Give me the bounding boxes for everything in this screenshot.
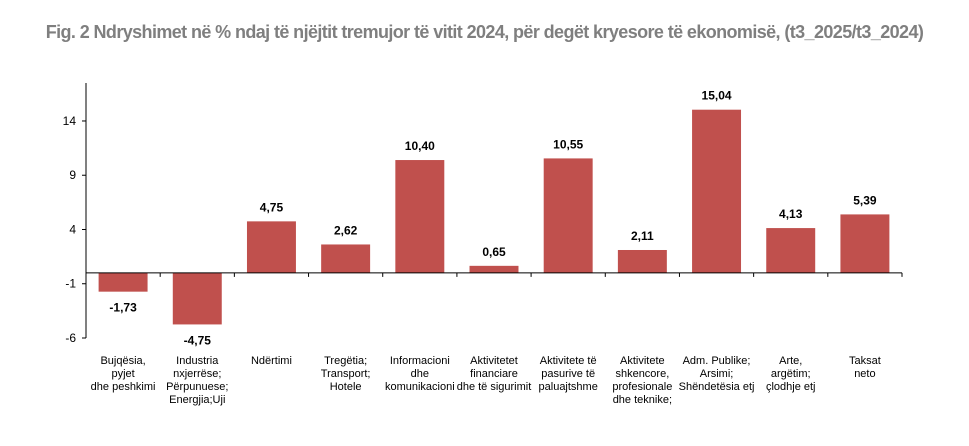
category-label: Adm. Publike; Arsimi; Shëndetësia etj <box>679 355 755 393</box>
y-tick-label: 14 <box>63 114 77 128</box>
bar <box>766 228 816 273</box>
category-label-line: pyjet <box>111 368 134 380</box>
category-label: Taksat neto <box>849 355 881 380</box>
category-label-line: dhe të sigurimit <box>457 381 532 393</box>
category-label-line: nxjerrëse; <box>173 368 221 380</box>
category-label-line: Taksat <box>849 355 881 367</box>
category-label-line: Adm. Publike; <box>683 355 751 367</box>
data-label: 15,04 <box>702 89 732 103</box>
category-label-line: Përpunuese; <box>166 381 228 393</box>
category-label-line: Aktivitete <box>620 355 665 367</box>
category-label: Aktivitetet financiare dhe të sigurimit <box>457 355 532 393</box>
data-label: 4,13 <box>779 207 803 221</box>
category-label-line: Arte, <box>779 355 802 367</box>
category-label: Arte, argëtim; çlodhje etj <box>766 355 816 393</box>
category-label: Industria nxjerrëse; Përpunuese; Energjia;U… <box>166 355 228 406</box>
category-label: Informacioni dhe komunikacioni <box>385 355 455 393</box>
data-label: 2,11 <box>631 229 654 243</box>
category-label-line: Hotele <box>330 381 362 393</box>
category-label-line: financiare <box>470 368 518 380</box>
category-label-line: Tregëtia; <box>324 355 367 367</box>
bar <box>617 249 667 273</box>
y-tick-label: -6 <box>65 331 76 345</box>
bar <box>543 158 593 273</box>
y-tick-label: 4 <box>69 222 76 236</box>
data-label: -1,73 <box>109 301 137 315</box>
category-label: Ndërtimi <box>251 355 292 367</box>
category-label-line: shkencore, <box>615 368 669 380</box>
category-label-line: Energjia;Uji <box>169 394 225 406</box>
data-label: 4,75 <box>260 200 284 214</box>
category-label: Bujqësia, pyjet dhe peshkimi <box>91 355 156 393</box>
category-label-line: Informacioni <box>390 355 450 367</box>
data-label: 5,39 <box>853 193 877 207</box>
category-label-line: argëtim; <box>771 368 811 380</box>
category-label-line: dhe peshkimi <box>91 381 156 393</box>
category-label-line: Shëndetësia etj <box>679 381 755 393</box>
category-label: Aktivitete shkencore, profesionale dhe tekn… <box>612 355 672 406</box>
y-tick-label: 9 <box>69 168 76 182</box>
bar <box>98 272 148 292</box>
bar <box>172 272 222 325</box>
chart-title: Fig. 2 Ndryshimet në % ndaj të njëjtit t… <box>45 22 924 42</box>
y-tick-label: -1 <box>65 277 76 291</box>
category-label-line: dhe <box>411 368 429 380</box>
bar <box>469 265 519 273</box>
category-label-line: paluajtshme <box>539 381 598 393</box>
bar <box>246 221 296 273</box>
bar <box>840 214 890 273</box>
category-label-line: Bujqësia, <box>100 355 145 367</box>
data-label: -4,75 <box>184 333 212 347</box>
category-label-line: Aktivitetet <box>470 355 518 367</box>
data-label: 10,40 <box>405 139 435 153</box>
category-label-line: profesionale <box>612 381 672 393</box>
category-label-line: Transport; <box>321 368 371 380</box>
bar <box>395 160 445 273</box>
category-label-line: neto <box>854 368 875 380</box>
category-label: Aktivitete të pasurive të paluajtshme <box>539 355 598 393</box>
data-label: 2,62 <box>334 223 358 237</box>
category-label-line: Arsimi; <box>700 368 734 380</box>
bar <box>692 109 742 273</box>
data-label: 10,55 <box>553 137 583 151</box>
category-label: Tregëtia; Transport; Hotele <box>321 355 371 393</box>
category-label-line: dhe teknike; <box>613 394 672 406</box>
category-label-line: Aktivitete të <box>540 355 597 367</box>
category-label-line: komunikacioni <box>385 381 455 393</box>
category-label-line: pasurive të <box>541 368 595 380</box>
bar <box>321 244 371 273</box>
category-label-line: Ndërtimi <box>251 355 292 367</box>
data-label: 0,65 <box>482 245 506 259</box>
category-label-line: çlodhje etj <box>766 381 816 393</box>
category-label-line: Industria <box>176 355 219 367</box>
